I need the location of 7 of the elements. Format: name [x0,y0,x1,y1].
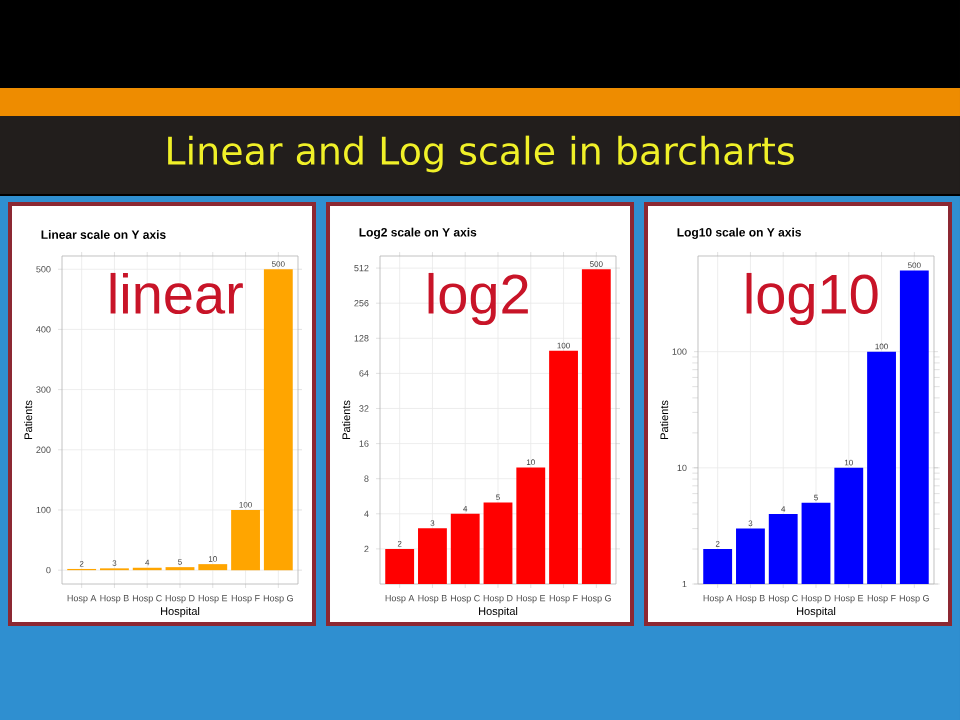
bar [231,509,260,571]
annotation: log2 [428,272,528,326]
annotation: linear [110,272,243,315]
bar [263,269,293,571]
annotation: log10 [746,272,878,326]
bar [198,564,228,571]
text: Linear and Log scale in barcharts [168,135,794,173]
